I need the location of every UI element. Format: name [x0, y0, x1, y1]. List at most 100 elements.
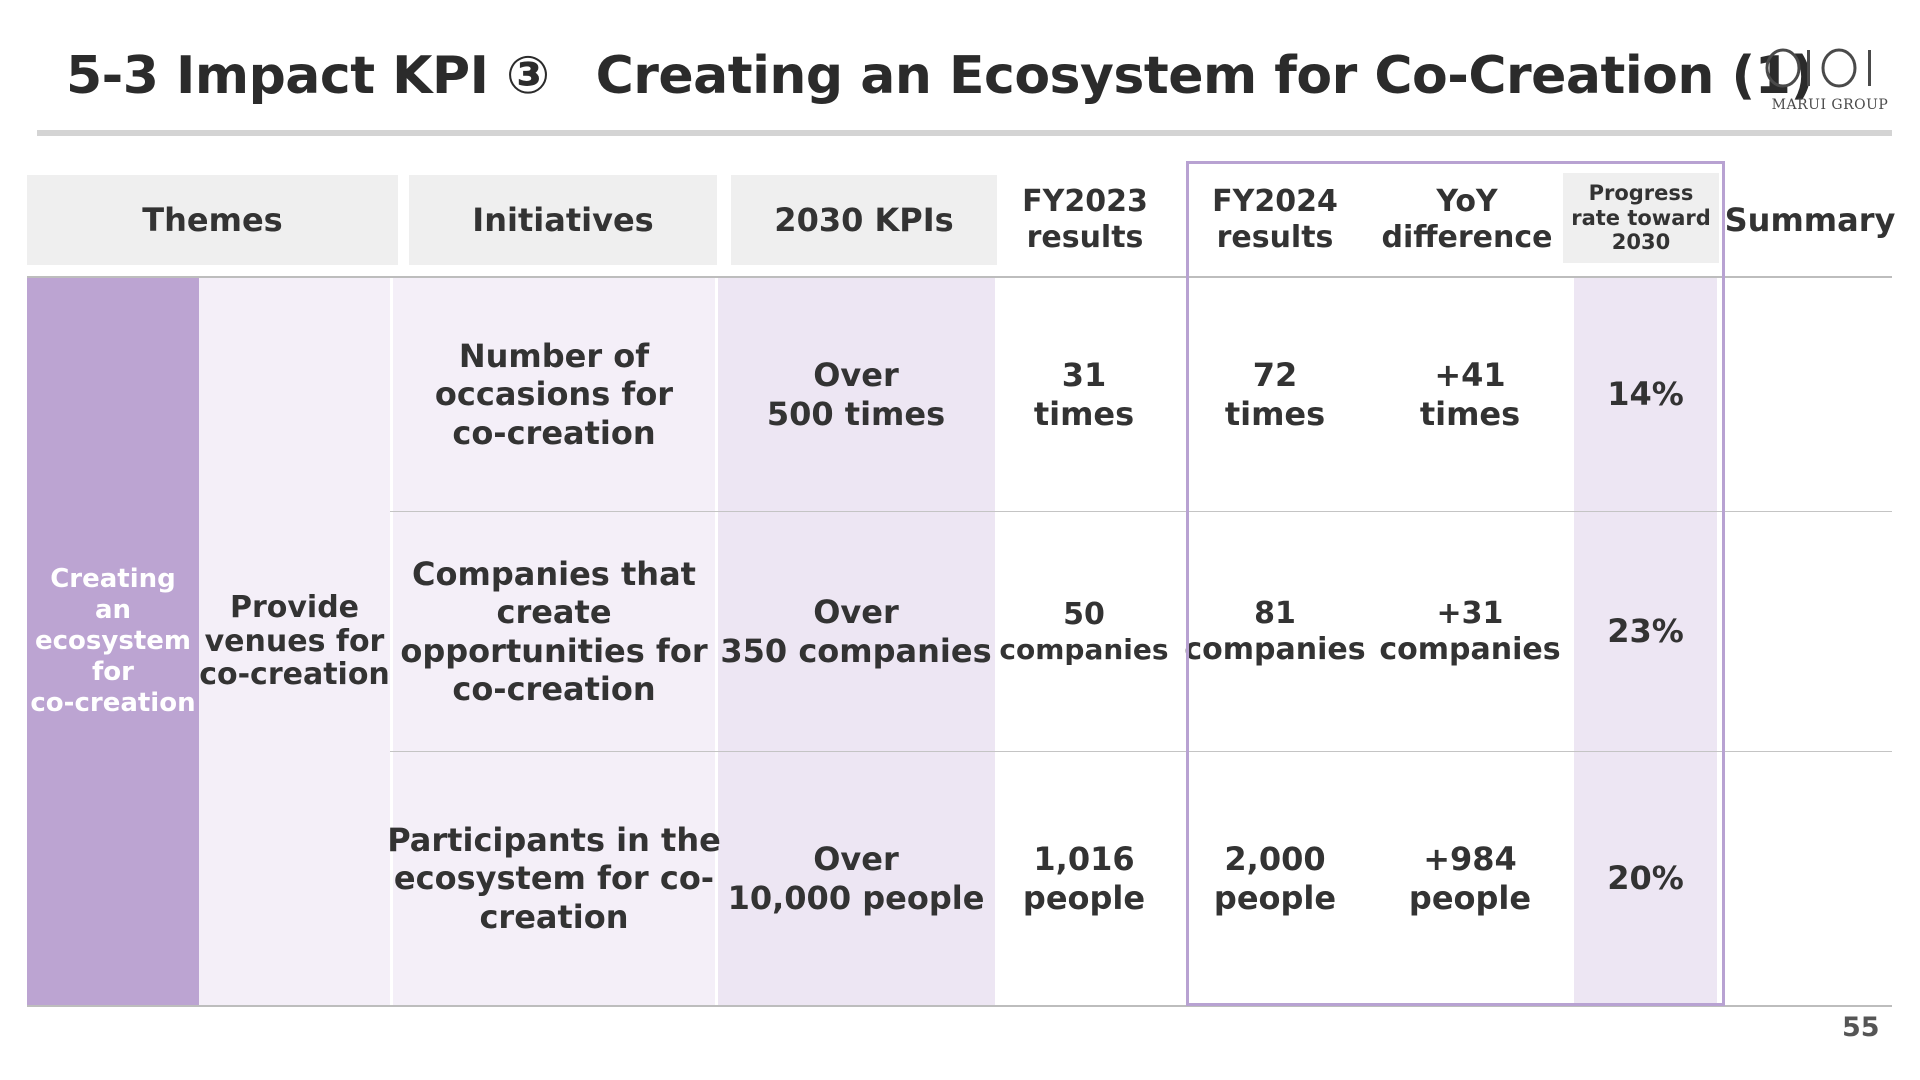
slide-title: 5-3 Impact KPI ③ Creating an Ecosystem fo…	[66, 46, 1814, 106]
kpi-target-column-bg	[717, 278, 995, 1005]
fy2024-unit: people	[1213, 878, 1337, 917]
fy2024-cell: 81 companies	[1184, 512, 1365, 751]
marui-group-logo: MARUI GROUP	[1760, 44, 1890, 116]
fy2023-value: 50	[1063, 596, 1105, 632]
kpi-name-line: Number of	[458, 336, 650, 375]
progress-cell: 23%	[1607, 612, 1684, 651]
header-fy2024-line2: results	[1216, 220, 1334, 255]
header-progress-line2: rate toward	[1571, 205, 1711, 230]
header-2030-kpis: 2030 KPIs	[731, 175, 997, 265]
yoy-value: +41	[1434, 356, 1506, 395]
yoy-value: +984	[1423, 840, 1517, 879]
fy2023-cell: 31 times	[995, 278, 1173, 511]
header-yoy: YoY difference	[1372, 175, 1562, 265]
fy2023-unit: times	[1033, 394, 1135, 433]
fy2023-value: 1,016	[1033, 840, 1135, 879]
progress-cell: 20%	[1607, 859, 1684, 898]
kpi-target-line: 350 companies	[720, 631, 992, 670]
table-bottom-rule	[27, 1005, 1892, 1007]
yoy-unit: people	[1408, 878, 1532, 917]
kpi-name-line: ecosystem for co-	[393, 859, 715, 898]
header-themes: Themes	[27, 175, 398, 265]
fy2024-unit: companies	[1184, 631, 1366, 667]
summary-cell	[1728, 512, 1892, 751]
fy2024-cell: 72 times	[1189, 278, 1361, 511]
kpi-name-line: Companies that	[412, 554, 696, 593]
kpi-name-cell: Participants in the ecosystem for co- cr…	[387, 752, 721, 1005]
theme-line: Creating	[50, 563, 176, 594]
yoy-unit: companies	[1379, 631, 1561, 667]
theme-line: ecosystem	[35, 625, 191, 656]
header-progress-line1: Progress	[1588, 180, 1694, 205]
fy2024-value: 2,000	[1224, 840, 1326, 879]
yoy-unit: times	[1419, 394, 1521, 433]
kpi-target-line: Over	[813, 356, 899, 395]
title-underline	[37, 130, 1892, 136]
kpi-name-line: opportunities for	[400, 631, 708, 670]
yoy-value: +31	[1436, 595, 1504, 631]
theme-line: an	[94, 594, 132, 625]
header-progress: Progress rate toward 2030	[1563, 173, 1719, 263]
header-summary: Summary	[1724, 200, 1896, 239]
summary-cell	[1728, 278, 1892, 511]
fy2024-unit: times	[1224, 394, 1326, 433]
fy2023-unit: people	[1022, 878, 1146, 917]
kpi-name-cell: Number of occasions for co-creation	[393, 278, 715, 511]
kpi-target-cell: Over 350 companies	[717, 512, 995, 751]
slide-title-part2: Creating an Ecosystem for Co-Creation (1…	[595, 46, 1815, 106]
yoy-cell: +31 companies	[1372, 512, 1568, 751]
progress-cell: 14%	[1607, 375, 1684, 414]
kpi-name-line: occasions for	[434, 375, 674, 414]
column-separator	[390, 278, 393, 1005]
initiative-line: Provide	[229, 589, 360, 625]
kpi-name-column-bg	[390, 278, 717, 1005]
slide-title-part1: 5-3 Impact KPI ③	[66, 46, 550, 106]
kpi-target-line: 500 times	[766, 394, 946, 433]
header-fy2024: FY2024 results	[1190, 175, 1360, 265]
header-divider	[27, 276, 1892, 278]
kpi-name-line: co-creation	[452, 669, 656, 708]
fy2024-value: 81	[1254, 595, 1296, 631]
initiative-line: venues for	[204, 623, 385, 659]
fy2024-value: 72	[1252, 356, 1298, 395]
fy2023-cell: 1,016 people	[995, 752, 1173, 1005]
column-separator	[715, 278, 718, 1005]
kpi-target-line: Over	[813, 593, 899, 632]
kpi-name-line: co-creation	[452, 413, 656, 452]
themes-column-bg	[27, 278, 199, 1005]
summary-cell	[1728, 752, 1892, 1005]
header-progress-line3: 2030	[1611, 230, 1671, 255]
fy2024-cell: 2,000 people	[1189, 752, 1361, 1005]
header-fy2023: FY2023 results	[1000, 175, 1170, 265]
kpi-target-cell: Over 500 times	[717, 278, 995, 511]
kpi-target-cell: Over 10,000 people	[717, 752, 995, 1005]
oioi-logo-mark	[1765, 48, 1871, 88]
header-fy2023-line2: results	[1026, 220, 1144, 255]
logo-group-text: MARUI GROUP	[1771, 97, 1889, 113]
kpi-name-line: Participants in the	[387, 820, 721, 859]
row-divider	[390, 751, 1892, 752]
header-fy2023-line1: FY2023	[1022, 184, 1148, 219]
theme-line: for	[92, 657, 134, 688]
initiative-line: co-creation	[199, 657, 390, 693]
initiatives-column-bg	[199, 278, 390, 1005]
yoy-cell: +41 times	[1372, 278, 1568, 511]
yoy-cell: +984 people	[1372, 752, 1568, 1005]
kpi-name-line: creation	[479, 897, 629, 936]
fy2023-value: 31	[1061, 356, 1107, 395]
kpi-name-cell: Companies that create opportunities for …	[393, 512, 715, 751]
fy2024-highlight-frame	[1186, 161, 1725, 1006]
theme-cell: Creating an ecosystem for co-creation	[27, 278, 199, 1005]
kpi-name-line: create	[496, 593, 612, 632]
progress-column-bg	[1574, 278, 1717, 1005]
header-yoy-line2: difference	[1381, 220, 1553, 255]
theme-line: co-creation	[30, 688, 196, 719]
kpi-target-line: Over	[813, 840, 899, 879]
kpi-target-line: 10,000 people	[727, 878, 985, 917]
header-initiatives: Initiatives	[409, 175, 717, 265]
page-number: 55	[1842, 1012, 1880, 1043]
fy2023-unit: companies	[999, 632, 1169, 666]
header-fy2024-line1: FY2024	[1212, 184, 1338, 219]
header-yoy-line1: YoY	[1436, 184, 1498, 219]
row-divider	[390, 511, 1892, 512]
